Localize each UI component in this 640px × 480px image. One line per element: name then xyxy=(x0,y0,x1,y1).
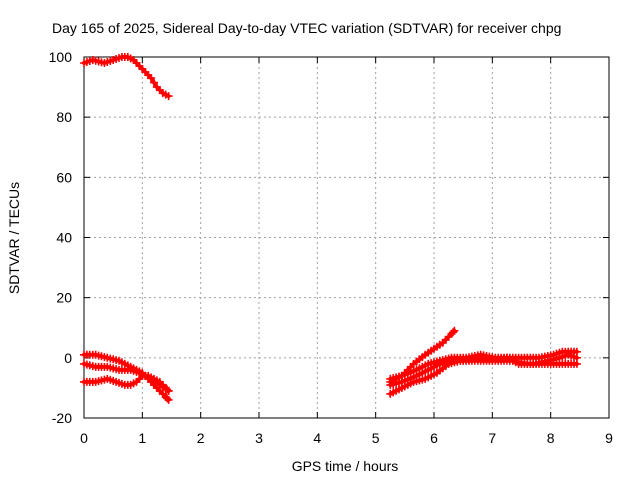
x-tick-label: 8 xyxy=(547,430,555,446)
x-axis-label: GPS time / hours xyxy=(292,458,399,474)
x-tick-label: 7 xyxy=(488,430,496,446)
data-point xyxy=(163,394,172,403)
x-tick-label: 9 xyxy=(605,430,613,446)
series-group xyxy=(80,53,581,404)
data-point xyxy=(164,386,173,395)
y-tick-label: 40 xyxy=(56,230,72,246)
x-tick-label: 3 xyxy=(255,430,263,446)
data-point xyxy=(150,78,158,87)
data-point xyxy=(164,92,173,101)
x-tick-label: 0 xyxy=(80,430,88,446)
chart-title: Day 165 of 2025, Sidereal Day-to-day VTE… xyxy=(52,20,561,36)
series-4 xyxy=(80,371,173,395)
data-point xyxy=(572,353,581,362)
x-tick-label: 1 xyxy=(138,430,146,446)
data-point xyxy=(450,326,459,335)
x-tick-label: 4 xyxy=(313,430,321,446)
y-tick-label: 80 xyxy=(56,109,72,125)
y-tick-label: 100 xyxy=(49,49,73,65)
y-tick-label: -20 xyxy=(52,410,72,426)
data-point xyxy=(449,328,457,337)
data-point xyxy=(163,385,172,394)
series-line xyxy=(388,358,579,396)
grid xyxy=(84,57,609,418)
series-2 xyxy=(80,350,173,404)
series-8 xyxy=(386,350,581,389)
y-tick-label: 20 xyxy=(56,290,72,306)
x-tick-label: 2 xyxy=(197,430,205,446)
y-axis-label: SDTVAR / TECUs xyxy=(6,182,22,294)
series-1 xyxy=(80,53,173,101)
data-point xyxy=(164,395,173,404)
x-tick-label: 5 xyxy=(372,430,380,446)
y-tick-label: 0 xyxy=(64,350,72,366)
x-tick-label: 6 xyxy=(430,430,438,446)
data-point xyxy=(147,74,156,83)
y-tick-label: 60 xyxy=(56,169,72,185)
series-line xyxy=(82,352,171,402)
tick-labels: 0 1 2 3 4 5 6 7 8 9 -20 0 20 40 60 80 100 xyxy=(49,49,613,446)
